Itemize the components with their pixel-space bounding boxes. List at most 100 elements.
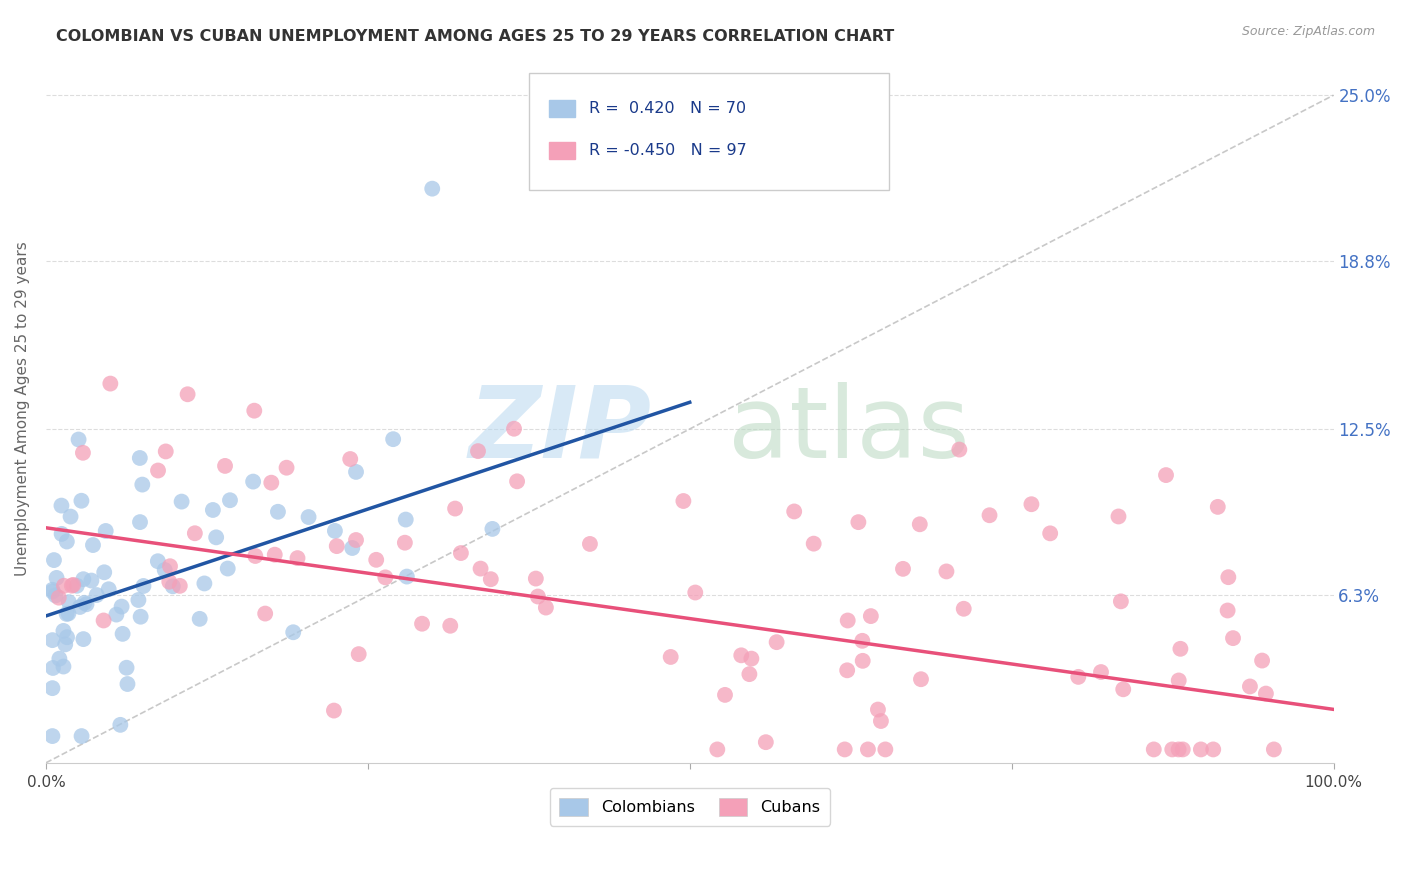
Point (169, 579, 191, 593)
Point (344, 465, 367, 479)
Point (803, 536, 825, 550)
Point (73, 596, 96, 610)
Point (45, 571, 67, 585)
Point (205, 530, 228, 544)
Point (534, 600, 557, 615)
Point (51, 499, 73, 513)
Point (127, 593, 149, 607)
Point (730, 648, 752, 663)
Point (82, 538, 104, 552)
Point (1154, 468, 1177, 483)
Point (132, 579, 155, 593)
Point (1067, 670, 1090, 684)
Point (856, 742, 879, 756)
Point (323, 524, 346, 538)
Point (1251, 654, 1274, 668)
Point (837, 663, 859, 677)
Point (170, 494, 193, 508)
Point (97, 582, 120, 597)
Point (98, 376, 121, 391)
Point (1202, 742, 1225, 756)
Point (859, 609, 882, 624)
Point (67, 433, 90, 447)
Point (1161, 742, 1184, 756)
Point (1254, 687, 1277, 701)
Point (479, 572, 502, 586)
Point (1112, 682, 1135, 697)
Point (1090, 665, 1112, 679)
Text: ZIP: ZIP (468, 382, 651, 479)
Point (60, 579, 83, 593)
Point (503, 422, 526, 436)
Point (131, 477, 153, 491)
Point (52, 579, 75, 593)
Point (276, 460, 298, 475)
Point (48, 591, 70, 605)
Point (738, 667, 761, 681)
Point (1206, 500, 1229, 514)
Point (952, 601, 974, 615)
Point (851, 633, 873, 648)
Point (765, 635, 787, 649)
Point (344, 533, 367, 547)
Point (162, 579, 184, 593)
Text: COLOMBIAN VS CUBAN UNEMPLOYMENT AMONG AGES 25 TO 29 YEARS CORRELATION CHART: COLOMBIAN VS CUBAN UNEMPLOYMENT AMONG AG… (56, 29, 894, 44)
Point (366, 553, 388, 567)
Point (506, 475, 529, 489)
Point (1222, 631, 1244, 645)
Point (72, 632, 94, 646)
Point (326, 539, 349, 553)
Point (714, 688, 737, 702)
Text: atlas: atlas (728, 382, 970, 479)
Point (56, 534, 79, 549)
Legend: Colombians, Cubans: Colombians, Cubans (550, 788, 830, 826)
Point (267, 505, 290, 519)
Point (146, 463, 169, 477)
Point (848, 515, 870, 529)
FancyBboxPatch shape (550, 142, 575, 159)
Point (1189, 742, 1212, 756)
Point (579, 537, 602, 551)
Point (93, 566, 115, 580)
Text: Source: ZipAtlas.com: Source: ZipAtlas.com (1241, 25, 1375, 38)
Point (66, 579, 89, 593)
Point (1218, 570, 1240, 584)
Point (53, 637, 76, 651)
Point (1039, 526, 1062, 541)
Point (52, 659, 75, 673)
Point (86, 588, 108, 602)
Point (62, 578, 84, 592)
Point (243, 403, 266, 417)
Point (159, 559, 181, 574)
Point (176, 387, 198, 401)
Point (834, 742, 856, 756)
Point (755, 735, 778, 749)
Point (783, 504, 806, 518)
Point (58, 607, 80, 621)
Point (44, 589, 66, 603)
Point (129, 515, 152, 529)
Point (157, 574, 180, 589)
Point (481, 522, 503, 536)
Point (155, 444, 177, 458)
Point (1143, 742, 1166, 756)
Point (201, 503, 224, 517)
Point (55, 607, 77, 621)
Point (105, 607, 128, 622)
Point (287, 551, 309, 566)
Point (470, 561, 492, 575)
Point (1167, 673, 1189, 688)
Point (52, 624, 75, 638)
Point (72, 446, 94, 460)
Y-axis label: Unemployment Among Ages 25 to 29 years: Unemployment Among Ages 25 to 29 years (15, 242, 30, 576)
Point (94, 524, 117, 538)
Point (260, 475, 283, 490)
Point (339, 452, 361, 467)
Point (875, 742, 897, 756)
FancyBboxPatch shape (529, 73, 890, 190)
Point (439, 619, 461, 633)
Point (395, 512, 418, 526)
Point (1239, 680, 1261, 694)
Point (111, 627, 134, 641)
Point (184, 526, 207, 541)
